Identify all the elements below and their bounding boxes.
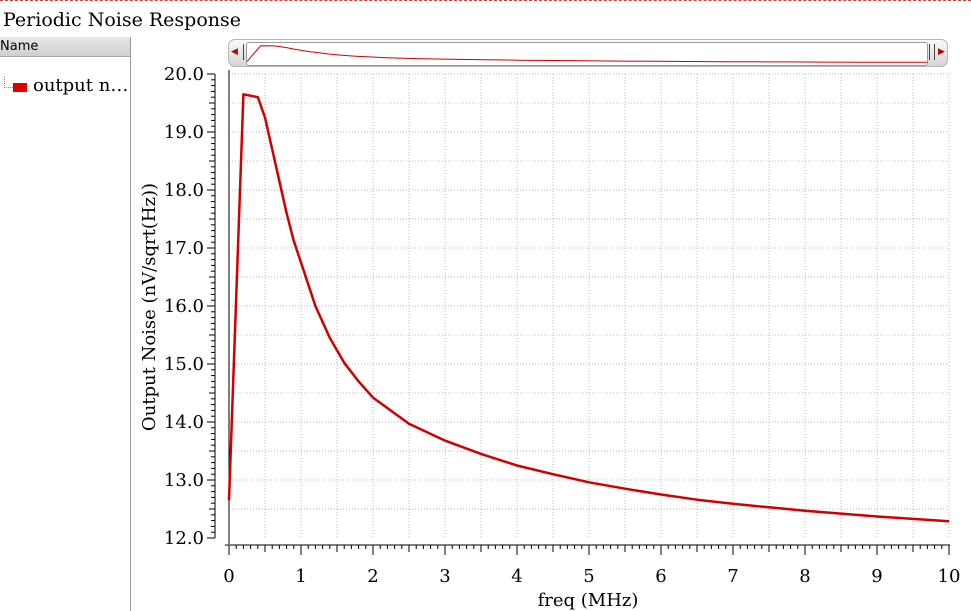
x-tick-label: 6	[655, 566, 666, 587]
scroll-right-arrow-icon[interactable]: ▶	[938, 47, 945, 57]
trace-list-header[interactable]: Name	[0, 37, 130, 57]
tree-connector	[4, 77, 13, 88]
top-dashed-border	[0, 0, 971, 1]
window-title: Periodic Noise Response	[3, 9, 242, 31]
y-tick-label: 13.0	[164, 470, 204, 491]
y-tick-label: 15.0	[164, 354, 204, 375]
x-tick-label: 0	[223, 566, 234, 587]
series-line	[227, 93, 950, 523]
y-tick-label: 14.0	[164, 412, 204, 433]
overview-scrollbar[interactable]: ◀ ▶	[228, 39, 948, 67]
y-tick-label: 17.0	[164, 238, 204, 259]
y-tick-labels: 12.0 13.0 14.0 15.0 16.0 17.0 18.0 19.0 20.0	[164, 64, 204, 549]
x-tick-label: 8	[799, 566, 810, 587]
overview-trace	[246, 45, 927, 63]
y-tick-label: 20.0	[164, 64, 204, 85]
series-lines	[227, 93, 950, 523]
y-tick-label: 18.0	[164, 180, 204, 201]
x-tick-label: 10	[938, 566, 961, 587]
y-tick-label: 16.0	[164, 296, 204, 317]
x-tick-label: 1	[295, 566, 306, 587]
plot-grid	[229, 73, 950, 538]
x-tick-labels: 0 1 2 3 4 5 6 7 8 9 10	[223, 566, 960, 587]
x-tick-label: 4	[511, 566, 522, 587]
right-grip-handle[interactable]	[929, 44, 935, 60]
trace-list-panel: Name output no…	[0, 37, 131, 611]
y-axis-label: Output Noise (nV/sqrt(Hz))	[139, 183, 160, 431]
x-tick-label: 9	[871, 566, 882, 587]
y-tick-label: 19.0	[164, 122, 204, 143]
x-tick-label: 2	[367, 566, 378, 587]
x-tick-label: 3	[439, 566, 450, 587]
scroll-left-arrow-icon[interactable]: ◀	[231, 47, 238, 57]
x-tick-label: 7	[727, 566, 738, 587]
overview-window[interactable]	[246, 42, 928, 66]
tick-marks	[207, 73, 950, 555]
x-tick-label: 5	[583, 566, 594, 587]
overview-thumbnail	[246, 45, 927, 63]
y-tick-label: 12.0	[164, 528, 204, 549]
trace-color-swatch	[13, 83, 27, 92]
x-axis-label: freq (MHz)	[538, 590, 639, 611]
trace-list-item[interactable]: output no…	[4, 77, 130, 97]
plot-axes	[207, 70, 950, 546]
